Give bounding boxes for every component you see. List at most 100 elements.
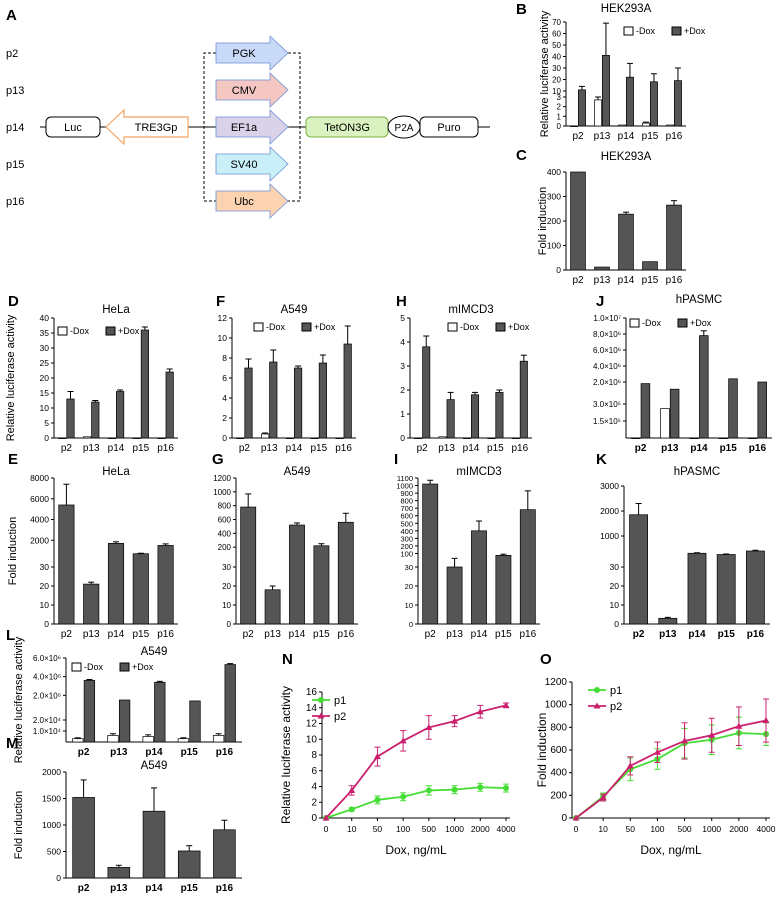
legend-marker <box>317 712 325 719</box>
y-tick-label: 35 <box>40 328 50 338</box>
y-tick-label: 6 <box>222 373 227 383</box>
bar-plus-dox <box>165 371 174 439</box>
y-tick-label: 0 <box>409 620 413 629</box>
panel-letter-D: D <box>8 293 19 310</box>
x-tick-label: p16 <box>749 443 767 454</box>
x-tick-label: p2 <box>572 275 584 286</box>
bar-minus-dox <box>631 437 641 439</box>
legend-label-minus: -Dox <box>266 322 286 332</box>
y-tick-label: 1000 <box>213 488 231 497</box>
y-axis-label: Fold induction <box>13 791 25 860</box>
promoter-arrow-pgk <box>215 35 289 71</box>
chart-M: A549 0 500 1000 1500 2000 p2 p13 p14 p15 p16 Fold i… <box>13 760 242 894</box>
x-tick-label: p13 <box>438 443 455 454</box>
marker-p2 <box>708 731 716 738</box>
x-tick-label: p16 <box>666 275 683 286</box>
promoter-label: CMV <box>232 85 257 97</box>
bar-plus-dox <box>343 343 352 439</box>
x-tick-label: 1000 <box>702 824 721 834</box>
y-tick-label: 500 <box>47 847 61 857</box>
y-tick-label: 700 <box>400 504 413 513</box>
bar-minus-dox <box>107 735 119 743</box>
x-tick-label: p15 <box>720 443 738 454</box>
y-tick-label: 20 <box>40 581 50 591</box>
x-tick-label: p14 <box>471 629 488 640</box>
y-tick-label: 16 <box>306 687 318 698</box>
x-tick-label: 50 <box>626 824 636 834</box>
legend-label-plus: +Dox <box>132 662 154 672</box>
y-tick-label: 6 <box>311 766 317 777</box>
y-tick-label: 2 <box>311 797 317 808</box>
legend-label-plus: +Dox <box>118 326 140 336</box>
bar-fold-induction <box>471 530 487 625</box>
y-tick-label: 2 <box>222 413 227 423</box>
panel-letter-L: L <box>6 627 15 644</box>
y-tick-label: 600 <box>550 745 567 756</box>
bar-plus-dox <box>118 699 131 743</box>
marker-p2 <box>626 762 634 769</box>
luc-box <box>45 116 101 138</box>
y-tick-label: 800 <box>400 497 413 506</box>
construct-schematic: p2 p13 p14 p15 p16 Luc TRE3Gp PGK CMV EF1a SV40 Ubc… <box>6 35 490 219</box>
x-tick-label: p13 <box>110 747 128 758</box>
y-tick-label: 1 <box>557 112 562 121</box>
y-tick-label: 30 <box>40 562 50 572</box>
promoter-arrow-cmv <box>215 72 289 108</box>
bar-minus-dox <box>689 437 699 439</box>
panel-letter-G: G <box>212 451 224 468</box>
bar-minus-dox <box>414 437 423 439</box>
y-tick-label: 0 <box>227 620 232 629</box>
bar-minus-dox <box>462 437 471 439</box>
panel-letter-F: F <box>216 293 225 310</box>
bar-fold-induction <box>666 204 682 271</box>
promoter-arrow-ubc <box>215 183 289 219</box>
y-tick-label: 10 <box>405 601 413 610</box>
y-tick-label: 0 <box>556 265 561 275</box>
bar-plus-dox <box>728 378 738 439</box>
x-tick-label: 500 <box>677 824 691 834</box>
bar-plus-dox <box>495 392 504 439</box>
y-tick-label: 1000 <box>396 482 413 491</box>
y-tick-label: 400 <box>550 768 567 779</box>
y-tick-label: 1000 <box>42 820 61 830</box>
y-tick-label: 0 <box>311 813 317 824</box>
x-tick-label: 4000 <box>757 824 776 834</box>
marker-p1 <box>451 786 458 793</box>
x-tick-label: p15 <box>310 443 327 454</box>
bar-fold-induction <box>313 545 330 625</box>
chart-H: mIMCD3 0 1 2 3 4 5 p2 p13 p14 p15 p16 -Dox +Dox <box>400 304 532 454</box>
marker-p2 <box>476 708 484 715</box>
y-tick-label: 1200 <box>545 677 568 688</box>
x-tick-label: p16 <box>666 131 683 142</box>
y-tick-label: 30 <box>610 562 620 572</box>
y-tick-label: 6.0×10⁶ <box>593 346 621 355</box>
y-tick-label: 20 <box>405 582 413 591</box>
legend-label-plus: +Dox <box>508 322 530 332</box>
panel-letter-H: H <box>396 293 407 310</box>
y-tick-label: 14 <box>306 703 318 714</box>
chart-title: hPASMC <box>676 294 722 306</box>
y-tick-label: 600 <box>400 512 413 521</box>
bar-plus-dox <box>757 381 767 439</box>
bar-plus-dox <box>244 367 253 439</box>
y-tick-label: 3000 <box>600 481 619 491</box>
chart-J: hPASMC 1.5×10⁵ 3.0×10⁵ 2.0×10⁶ 4.0×10⁶ 6.0×10… <box>593 294 772 454</box>
bar-fold-induction <box>337 521 354 625</box>
y-tick-label: 100 <box>400 549 413 558</box>
bar-minus-dox <box>142 736 154 743</box>
x-tick-label: p2 <box>78 883 90 894</box>
y-tick-label: 6.0×10⁶ <box>33 654 61 663</box>
bar-minus-dox <box>438 436 447 439</box>
y-tick-label: 10 <box>222 601 231 610</box>
bar-fold-induction <box>289 524 305 625</box>
y-tick-label: 100 <box>547 241 561 251</box>
bar-plus-dox <box>83 680 96 743</box>
x-tick-label: p13 <box>594 131 611 142</box>
series-line-p2 <box>575 719 767 819</box>
y-tick-label: 25 <box>40 358 50 368</box>
legend-label-minus: -Dox <box>84 662 104 672</box>
chart-title: A549 <box>284 466 311 478</box>
x-tick-label: p14 <box>618 131 635 142</box>
y-tick-label: 0 <box>56 873 61 883</box>
chart-F: A549 0 2 4 6 8 10 12 p2 p13 p14 p15 p16 -Dox +Dox <box>218 304 356 454</box>
